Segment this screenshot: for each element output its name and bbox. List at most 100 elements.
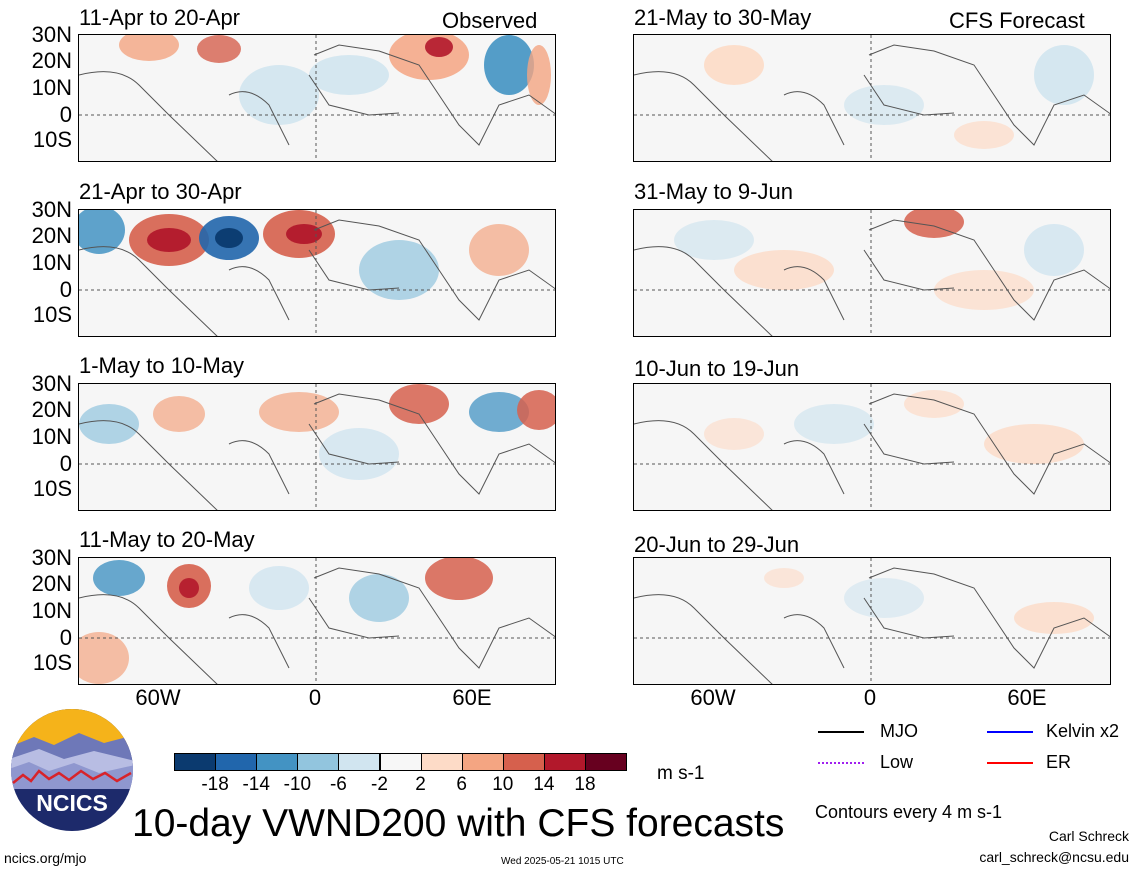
legend-swatch-mjo: [818, 731, 864, 733]
anomaly-shading: [147, 228, 191, 252]
anomaly-shading: [93, 560, 145, 596]
anomaly-shading: [259, 392, 339, 432]
anomaly-shading: [764, 568, 804, 588]
colorbar-swatch: [297, 753, 339, 771]
anomaly-shading: [309, 55, 389, 95]
colorbar-tick-label: -10: [277, 775, 317, 794]
lat-tick-label: 20N: [2, 50, 72, 72]
colorbar-tick-label: -14: [236, 775, 276, 794]
lat-tick-label: 30N: [2, 547, 72, 569]
lon-tick-label: 0: [830, 687, 910, 709]
legend-label-mjo: MJO: [880, 722, 918, 740]
footer-author: Carl Schreck: [1049, 830, 1129, 843]
colorbar-swatch: [338, 753, 380, 771]
observed-map-4: [78, 557, 556, 685]
colorbar-swatch: [380, 753, 422, 771]
lat-tick-label: 20N: [2, 225, 72, 247]
panel-title: 20-Jun to 29-Jun: [634, 534, 799, 556]
vwnd-field: [634, 558, 1111, 685]
anomaly-shading: [119, 35, 179, 61]
anomaly-shading: [197, 35, 241, 63]
lon-tick-label: 60W: [673, 687, 753, 709]
colorbar-swatch: [585, 753, 627, 771]
forecast-map-4: [633, 557, 1111, 685]
lat-tick-label: 20N: [2, 573, 72, 595]
anomaly-shading: [389, 384, 449, 424]
anomaly-shading: [153, 396, 205, 432]
logo-text: NCICS: [36, 790, 108, 816]
lat-tick-label: 10N: [2, 252, 72, 274]
anomaly-shading: [179, 578, 199, 598]
lat-tick-label: 30N: [2, 199, 72, 221]
anomaly-shading: [794, 404, 874, 444]
anomaly-shading: [904, 390, 964, 418]
colorbar-tick-label: 18: [565, 775, 605, 794]
anomaly-shading: [79, 632, 129, 684]
colorbar-tick-label: 14: [524, 775, 564, 794]
vwnd-field: [79, 210, 556, 337]
anomaly-shading: [704, 45, 764, 85]
anomaly-shading: [844, 578, 924, 618]
anomaly-shading: [79, 210, 125, 254]
colorbar-units: m s-1: [657, 765, 705, 783]
lat-tick-label: 20N: [2, 399, 72, 421]
chart-title: 10-day VWND200 with CFS forecasts: [132, 804, 784, 843]
vwnd-field: [634, 35, 1111, 162]
contour-note: Contours every 4 m s-1: [815, 803, 1002, 821]
ncics-logo: NCICS: [9, 707, 135, 833]
legend-label-kelvin: Kelvin x2: [1046, 722, 1119, 740]
colorbar-swatch: [503, 753, 545, 771]
anomaly-shading: [79, 404, 139, 444]
colorbar-tick-label: -18: [195, 775, 235, 794]
legend-swatch-er: [987, 762, 1033, 764]
legend-swatch-kelvin: [987, 731, 1033, 733]
lat-tick-label: 0: [2, 104, 72, 126]
colorbar-tick-label: 10: [483, 775, 523, 794]
lon-tick-label: 0: [275, 687, 355, 709]
anomaly-shading: [704, 418, 764, 450]
observed-map-3: [78, 383, 556, 511]
observed-map-1: [78, 34, 556, 162]
forecast-map-1: [633, 34, 1111, 162]
anomaly-shading: [469, 224, 529, 276]
colorbar-tick-label: -6: [318, 775, 358, 794]
panel-title: 31-May to 9-Jun: [634, 181, 793, 203]
observed-map-2: [78, 209, 556, 337]
vwnd-field: [79, 384, 556, 511]
lat-tick-label: 30N: [2, 373, 72, 395]
anomaly-shading: [1024, 224, 1084, 276]
vwnd-field: [79, 558, 556, 685]
anomaly-shading: [249, 566, 309, 610]
panel-title: 11-Apr to 20-Apr: [79, 7, 240, 29]
lat-tick-label: 0: [2, 279, 72, 301]
anomaly-shading: [425, 558, 493, 600]
lat-tick-label: 10N: [2, 600, 72, 622]
anomaly-shading: [286, 224, 322, 244]
panel-source-label: CFS Forecast: [949, 10, 1085, 32]
colorbar-swatch: [174, 753, 216, 771]
lat-tick-label: 10S: [2, 652, 72, 674]
lat-tick-label: 10N: [2, 426, 72, 448]
colorbar-swatch: [544, 753, 586, 771]
anomaly-shading: [954, 121, 1014, 149]
lat-tick-label: 10S: [2, 304, 72, 326]
panel-title: 11-May to 20-May: [79, 529, 255, 551]
colorbar-swatch: [421, 753, 463, 771]
lon-tick-label: 60E: [987, 687, 1067, 709]
colorbar-swatch: [215, 753, 257, 771]
colorbar-swatch: [462, 753, 504, 771]
lon-tick-label: 60W: [118, 687, 198, 709]
forecast-map-2: [633, 209, 1111, 337]
legend-label-low: Low: [880, 753, 913, 771]
anomaly-shading: [215, 228, 243, 248]
legend-swatch-low: [818, 762, 864, 764]
lat-tick-label: 10S: [2, 478, 72, 500]
anomaly-shading: [1014, 602, 1094, 634]
anomaly-shading: [484, 35, 534, 95]
lon-tick-label: 60E: [432, 687, 512, 709]
vwnd-field: [634, 384, 1111, 511]
vwnd-field: [634, 210, 1111, 337]
panel-title: 21-May to 30-May: [634, 7, 811, 29]
footer-timestamp: Wed 2025-05-21 1015 UTC: [501, 855, 624, 868]
anomaly-shading: [425, 37, 453, 57]
